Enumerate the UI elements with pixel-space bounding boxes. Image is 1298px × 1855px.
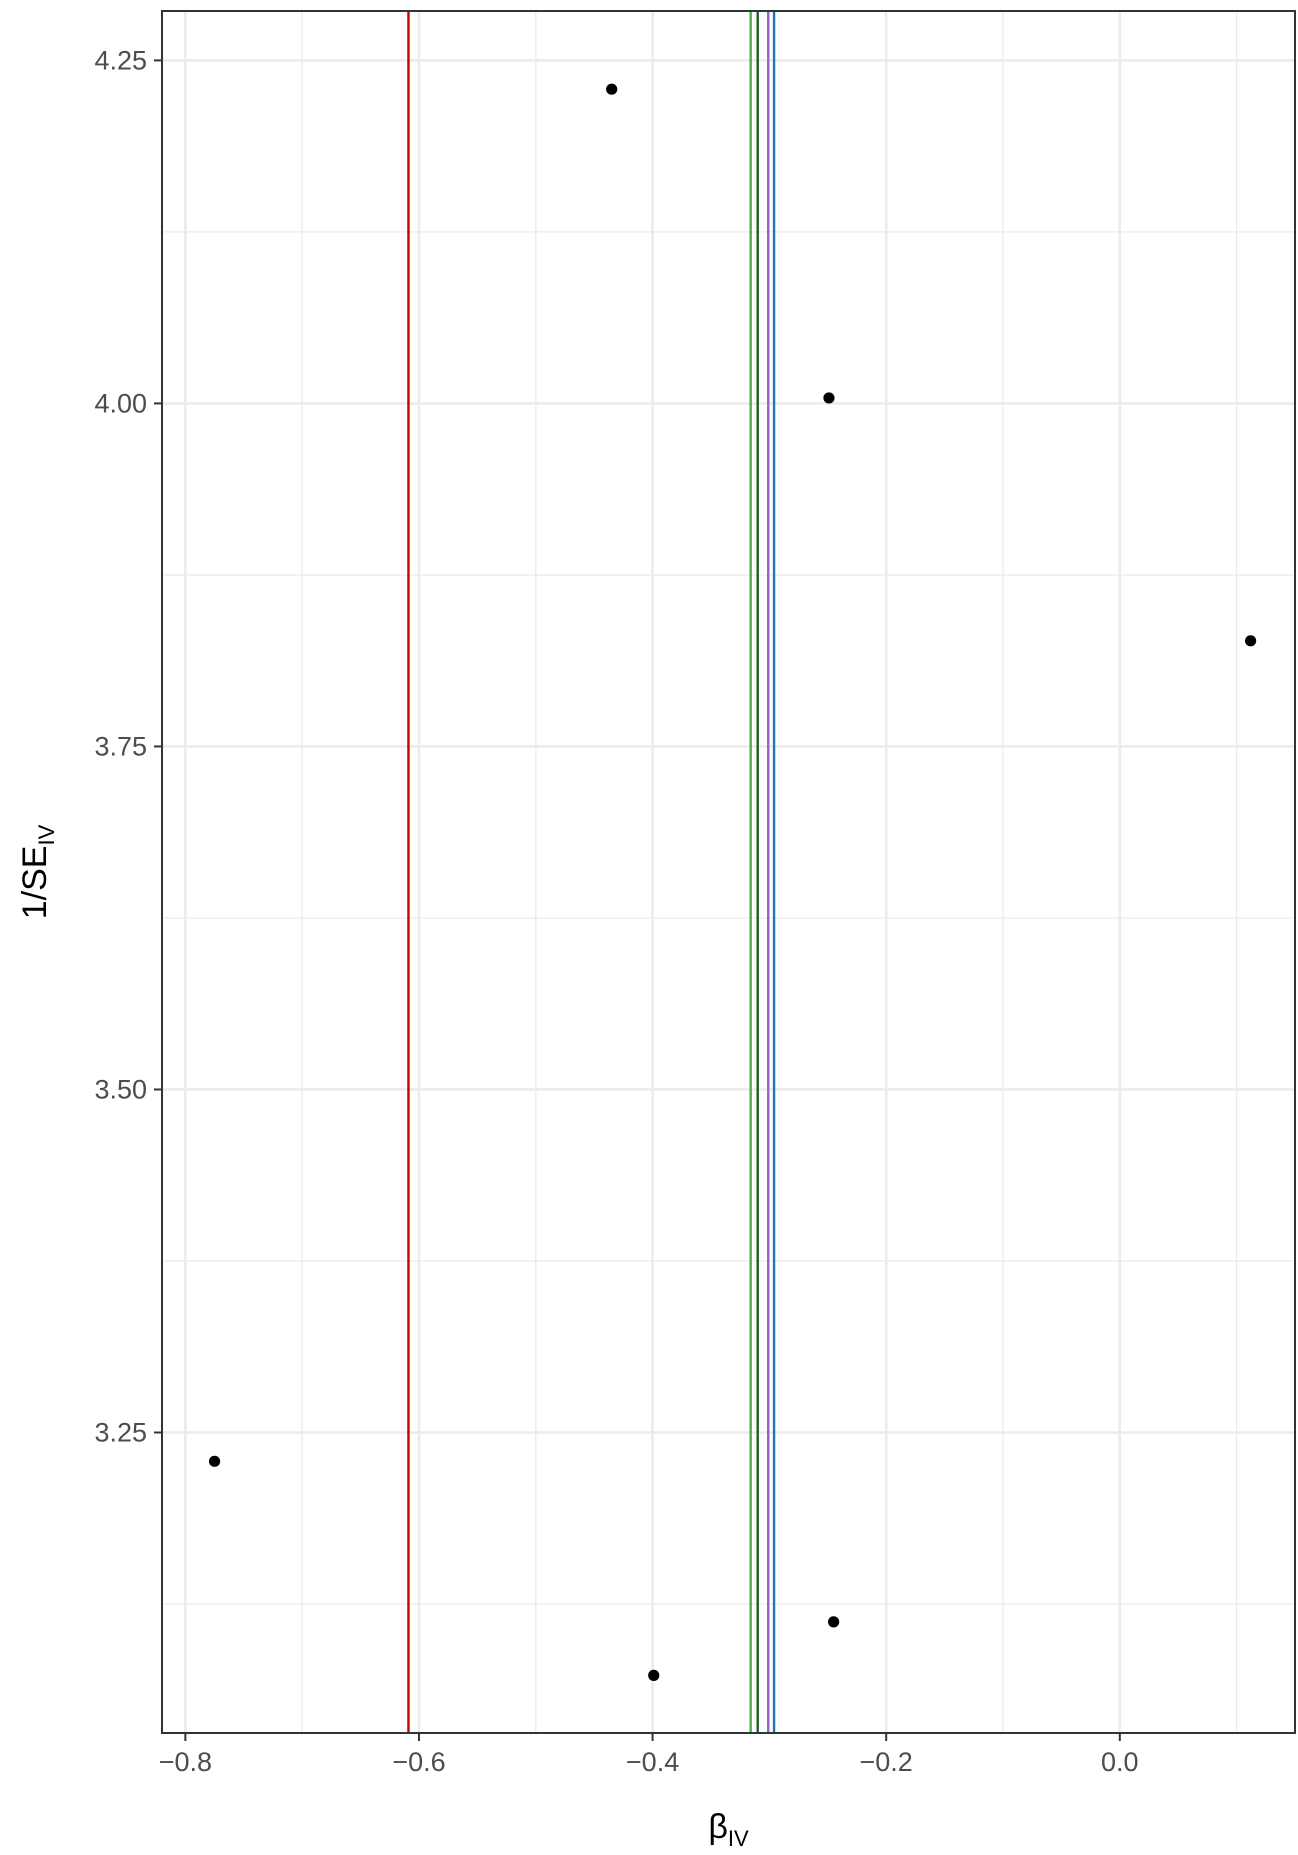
x-tick-label: −0.4	[626, 1747, 679, 1777]
x-tick-label: 0.0	[1101, 1747, 1139, 1777]
x-axis-title-sub: IV	[728, 1826, 749, 1851]
data-point-3	[823, 392, 835, 404]
data-point-6	[828, 1616, 840, 1628]
data-point-5	[648, 1669, 660, 1681]
y-tick-label: 3.50	[94, 1074, 147, 1104]
data-points	[208, 83, 1257, 1681]
x-tick-label: −0.6	[392, 1747, 445, 1777]
y-axis-title-sub: IV	[34, 824, 59, 845]
y-axis-title-main: 1/SE	[16, 846, 54, 920]
y-axis-ticks: 3.25 3.50 3.75 4.00 4.25	[94, 45, 162, 1448]
y-tick-label: 3.25	[94, 1418, 147, 1448]
y-tick-label: 4.25	[94, 45, 147, 75]
major-gridlines	[162, 11, 1295, 1733]
y-tick-label: 3.75	[94, 731, 147, 761]
x-axis-title-main: β	[708, 1808, 728, 1846]
reference-lines	[407, 11, 776, 1733]
x-axis-ticks: −0.8 −0.6 −0.4 −0.2 0.0	[159, 1733, 1139, 1777]
panel-border	[161, 10, 1296, 1734]
x-tick-label: −0.8	[159, 1747, 212, 1777]
y-tick-label: 4.00	[94, 388, 147, 418]
x-tick-label: −0.2	[860, 1747, 913, 1777]
data-point-1	[208, 1455, 221, 1467]
y-axis-title: 1/SEIV	[16, 824, 59, 919]
data-point-4	[1245, 635, 1257, 647]
x-axis-title: βIV	[708, 1808, 749, 1851]
data-point-2	[606, 83, 618, 95]
